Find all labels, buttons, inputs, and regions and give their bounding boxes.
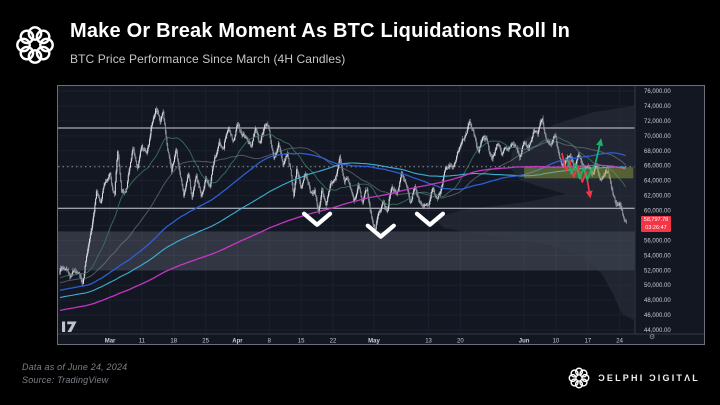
source-note: Source: TradingView	[22, 375, 109, 385]
data-as-of-note: Data as of June 24, 2024	[22, 362, 128, 372]
svg-text:72,000.00: 72,000.00	[644, 119, 671, 125]
svg-text:50,000.00: 50,000.00	[644, 283, 671, 289]
svg-text:44,000.00: 44,000.00	[644, 328, 671, 334]
svg-text:74,000.00: 74,000.00	[644, 104, 671, 110]
tradingview-logo-icon	[62, 320, 78, 332]
chart-panel: 76,000.00 74,000.00 72,000.00 70,000.00 68,0…	[57, 85, 705, 345]
svg-text:25: 25	[202, 339, 209, 345]
svg-text:24: 24	[616, 339, 623, 345]
svg-text:13: 13	[425, 339, 432, 345]
last-price-label: 58,797.78 03:26:47	[641, 216, 671, 232]
delphi-knot-logo-icon	[568, 367, 590, 389]
svg-text:22: 22	[330, 339, 337, 345]
svg-text:62,000.00: 62,000.00	[644, 194, 671, 200]
svg-text:17: 17	[584, 339, 591, 345]
svg-text:64,000.00: 64,000.00	[644, 179, 671, 185]
svg-text:66,000.00: 66,000.00	[644, 164, 671, 170]
svg-text:68,000.00: 68,000.00	[644, 149, 671, 155]
svg-text:Apr: Apr	[232, 339, 243, 345]
svg-text:56,000.00: 56,000.00	[644, 238, 671, 244]
page-subtitle: BTC Price Performance Since March (4H Ca…	[70, 52, 346, 66]
last-price-value: 58,797.78	[643, 217, 669, 223]
svg-text:52,000.00: 52,000.00	[644, 268, 671, 274]
svg-text:10: 10	[553, 339, 560, 345]
delphi-knot-logo-icon	[16, 26, 54, 64]
svg-text:20: 20	[457, 339, 464, 345]
svg-text:11: 11	[139, 339, 146, 345]
bar-countdown: 03:26:47	[645, 224, 667, 231]
svg-text:15: 15	[298, 339, 305, 345]
svg-text:60,000.00: 60,000.00	[644, 209, 671, 215]
btc-price-chart: 76,000.00 74,000.00 72,000.00 70,000.00 68,0…	[58, 86, 704, 344]
svg-text:Mar: Mar	[105, 339, 116, 345]
svg-text:70,000.00: 70,000.00	[644, 134, 671, 140]
svg-text:May: May	[368, 339, 380, 345]
delphi-digital-brand: ƆELPHI ƆIGITΛL	[568, 367, 700, 389]
svg-text:76,000.00: 76,000.00	[644, 89, 671, 95]
svg-text:46,000.00: 46,000.00	[644, 313, 671, 319]
gear-icon: ⚙	[649, 334, 656, 341]
svg-text:48,000.00: 48,000.00	[644, 298, 671, 304]
svg-text:Jun: Jun	[519, 339, 530, 345]
page-title: Make Or Break Moment As BTC Liquidations…	[70, 20, 571, 42]
brand-wordmark: ƆELPHI ƆIGITΛL	[598, 373, 700, 383]
svg-text:18: 18	[170, 339, 177, 345]
svg-text:8: 8	[268, 339, 272, 345]
svg-text:54,000.00: 54,000.00	[644, 253, 671, 259]
